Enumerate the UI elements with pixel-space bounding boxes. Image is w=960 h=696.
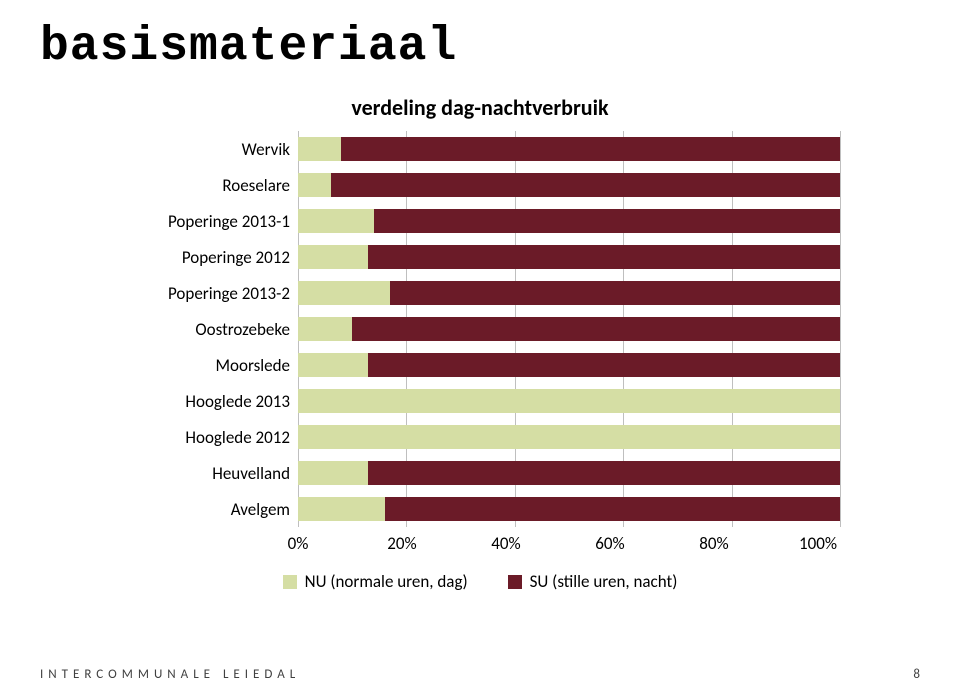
legend-label: SU (stille uren, nacht): [530, 571, 678, 592]
y-axis-label: Hooglede 2012: [120, 419, 290, 455]
y-axis-label: Moorslede: [120, 347, 290, 383]
legend-item-nu: NU (normale uren, dag): [283, 571, 468, 592]
bar-segment: [374, 209, 840, 233]
page-title: basismateriaal: [40, 20, 920, 74]
y-axis-label: Avelgem: [120, 491, 290, 527]
legend-swatch-icon: [283, 575, 297, 589]
bar-segment: [298, 497, 385, 521]
footer-org: INTERCOMMUNALE LEIEDAL: [40, 667, 300, 682]
bar-segment: [298, 353, 368, 377]
bar-segment: [298, 425, 840, 449]
chart-title: verdeling dag-nachtverbruik: [120, 94, 840, 121]
footer-page-number: 8: [913, 667, 920, 682]
legend-item-su: SU (stille uren, nacht): [508, 571, 678, 592]
bar-segment: [298, 281, 390, 305]
y-axis-label: Roeselare: [120, 167, 290, 203]
legend-swatch-icon: [508, 575, 522, 589]
bar-segment: [368, 461, 840, 485]
y-axis-label: Poperinge 2013-2: [120, 275, 290, 311]
bar-row: [298, 455, 840, 491]
bar-row: [298, 347, 840, 383]
x-axis-tick: 20%: [387, 533, 416, 554]
bar-row: [298, 275, 840, 311]
bar-segment: [298, 317, 352, 341]
y-axis-labels: WervikRoeselarePoperinge 2013-1Poperinge…: [120, 131, 298, 527]
bar-segment: [298, 461, 368, 485]
bar-row: [298, 383, 840, 419]
bar-row: [298, 419, 840, 455]
chart-bars: [298, 131, 840, 527]
y-axis-label: Poperinge 2012: [120, 239, 290, 275]
y-axis-label: Wervik: [120, 131, 290, 167]
chart-container: verdeling dag-nachtverbruik WervikRoesel…: [120, 94, 840, 592]
bar-segment: [385, 497, 840, 521]
bar-row: [298, 239, 840, 275]
y-axis-label: Poperinge 2013-1: [120, 203, 290, 239]
bar-segment: [298, 389, 840, 413]
bar-segment: [298, 209, 374, 233]
bar-segment: [368, 245, 840, 269]
page-footer: INTERCOMMUNALE LEIEDAL 8: [40, 667, 920, 682]
bar-segment: [298, 245, 368, 269]
x-axis-tick: 60%: [595, 533, 624, 554]
x-axis-tick: 40%: [491, 533, 520, 554]
chart-plot-area: [298, 131, 840, 527]
chart-legend: NU (normale uren, dag) SU (stille uren, …: [120, 571, 840, 592]
bar-segment: [352, 317, 840, 341]
legend-label: NU (normale uren, dag): [305, 571, 468, 592]
y-axis-label: Oostrozebeke: [120, 311, 290, 347]
bar-row: [298, 131, 840, 167]
bar-row: [298, 311, 840, 347]
bar-segment: [331, 173, 840, 197]
bar-row: [298, 203, 840, 239]
bar-row: [298, 167, 840, 203]
x-axis-tick: 80%: [699, 533, 728, 554]
y-axis-label: Heuvelland: [120, 455, 290, 491]
bar-segment: [298, 173, 331, 197]
bar-segment: [390, 281, 840, 305]
bar-segment: [368, 353, 840, 377]
y-axis-label: Hooglede 2013: [120, 383, 290, 419]
x-axis-tick: 0%: [288, 533, 309, 554]
bar-segment: [341, 137, 840, 161]
bar-row: [298, 491, 840, 527]
bar-segment: [298, 137, 341, 161]
x-axis-labels: 0%20%40%60%80%100%: [298, 533, 818, 563]
x-axis-tick: 100%: [799, 533, 837, 554]
